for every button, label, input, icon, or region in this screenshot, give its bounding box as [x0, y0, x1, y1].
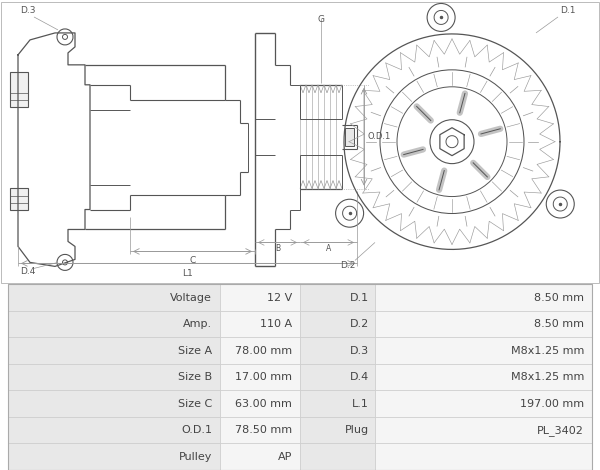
Bar	[10, 188, 28, 210]
Text: D.2: D.2	[350, 319, 369, 329]
Bar	[375, 311, 592, 337]
Bar	[8, 364, 220, 391]
Bar	[220, 417, 300, 444]
Text: 63.00 mm: 63.00 mm	[235, 399, 292, 409]
Text: Voltage: Voltage	[170, 293, 212, 303]
Bar	[375, 364, 592, 391]
Text: G: G	[317, 15, 325, 24]
Text: D.3: D.3	[20, 6, 35, 15]
Bar	[300, 337, 375, 364]
Text: O.D.1: O.D.1	[181, 425, 212, 435]
Text: B: B	[275, 244, 280, 253]
Text: 110 A: 110 A	[260, 319, 292, 329]
Text: 78.00 mm: 78.00 mm	[235, 345, 292, 356]
Text: Size B: Size B	[178, 372, 212, 382]
Bar	[8, 391, 220, 417]
Text: Size C: Size C	[178, 399, 212, 409]
Text: M8x1.25 mm: M8x1.25 mm	[511, 345, 584, 356]
Bar	[375, 417, 592, 444]
Text: 17.00 mm: 17.00 mm	[235, 372, 292, 382]
Bar	[8, 337, 220, 364]
Bar	[375, 444, 592, 470]
Bar	[10, 72, 28, 107]
Bar	[300, 391, 375, 417]
Bar	[220, 284, 300, 311]
Bar	[300, 284, 375, 311]
Bar	[220, 311, 300, 337]
Text: O.D.1: O.D.1	[367, 132, 390, 141]
Text: D.2: D.2	[340, 261, 355, 270]
Text: Size A: Size A	[178, 345, 212, 356]
Bar	[8, 311, 220, 337]
Text: 12 V: 12 V	[267, 293, 292, 303]
Text: 8.50 mm: 8.50 mm	[534, 319, 584, 329]
Text: AP: AP	[278, 452, 292, 462]
Bar	[8, 284, 220, 311]
Text: 78.50 mm: 78.50 mm	[235, 425, 292, 435]
Bar	[375, 284, 592, 311]
Text: Amp.: Amp.	[183, 319, 212, 329]
Bar	[345, 128, 354, 146]
Bar	[8, 417, 220, 444]
Bar	[8, 444, 220, 470]
Text: L.1: L.1	[352, 399, 369, 409]
Text: D.1: D.1	[350, 293, 369, 303]
Text: PL_3402: PL_3402	[537, 425, 584, 436]
Bar	[220, 444, 300, 470]
Bar	[375, 337, 592, 364]
Text: D.4: D.4	[20, 267, 35, 276]
Bar	[300, 444, 375, 470]
Bar	[300, 311, 375, 337]
Bar	[375, 391, 592, 417]
Text: L1: L1	[182, 269, 193, 278]
Text: M8x1.25 mm: M8x1.25 mm	[511, 372, 584, 382]
Bar	[300, 364, 375, 391]
Text: D.4: D.4	[350, 372, 369, 382]
Text: D.1: D.1	[560, 6, 575, 15]
Bar	[220, 364, 300, 391]
Bar	[220, 391, 300, 417]
Text: Pulley: Pulley	[179, 452, 212, 462]
Text: 8.50 mm: 8.50 mm	[534, 293, 584, 303]
Bar	[300, 417, 375, 444]
Text: A: A	[326, 244, 331, 253]
Text: C: C	[190, 257, 196, 266]
Text: 197.00 mm: 197.00 mm	[520, 399, 584, 409]
Text: D.3: D.3	[350, 345, 369, 356]
Text: Plug: Plug	[345, 425, 369, 435]
Bar	[220, 337, 300, 364]
